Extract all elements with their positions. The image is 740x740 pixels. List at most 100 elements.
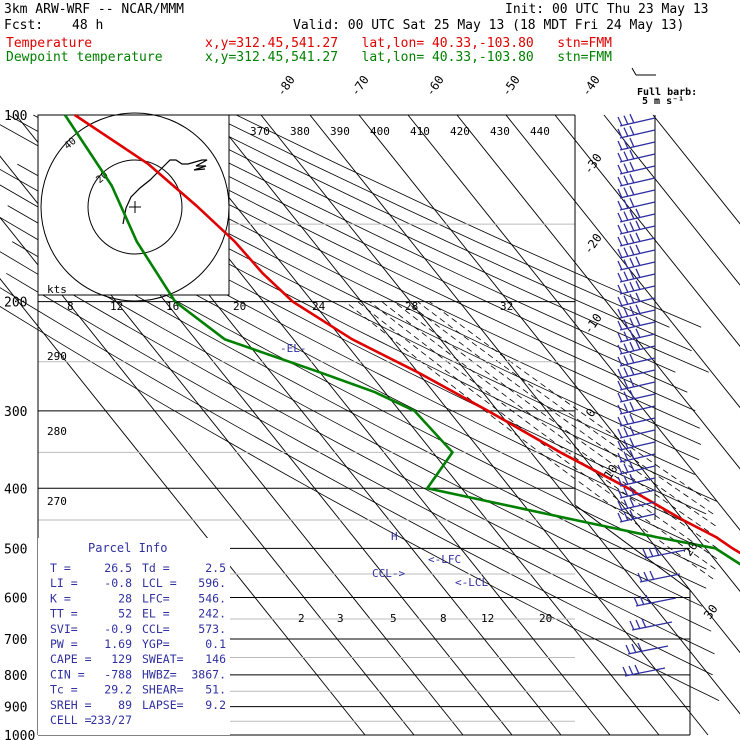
wind-barb-flag — [623, 175, 629, 185]
wind-barb-flag — [629, 125, 635, 136]
wind-barb-flag — [623, 427, 629, 437]
isotherm-label--50: -50 — [499, 73, 523, 99]
isotherm-line — [358, 114, 740, 592]
wind-barb-staff — [619, 453, 656, 463]
wind-barb-flag — [629, 365, 635, 376]
pressure-label-400: 400 — [4, 482, 27, 497]
mixing-ratio-label-20: 20 — [539, 612, 552, 625]
wind-barb-flag — [635, 340, 641, 351]
wind-barb — [617, 328, 656, 343]
isotherm-label-10: 10 — [601, 462, 621, 482]
wind-barb-flag — [623, 499, 629, 509]
wind-barb-flag — [643, 571, 649, 582]
hodograph-units: kts — [47, 283, 67, 296]
wind-barb-flag — [648, 547, 654, 558]
wind-barb — [642, 546, 686, 559]
theta-label-410: 410 — [410, 125, 430, 138]
isotherm-line — [554, 114, 740, 347]
wind-barb — [617, 113, 656, 127]
mixing-ratio-label-2: 2 — [298, 612, 305, 625]
wind-barb-flag — [635, 232, 641, 243]
parcel-value-right: 242. — [198, 607, 226, 621]
isotherm-line — [603, 114, 740, 286]
dewpoint-legend: Dewpoint temperature — [6, 50, 163, 65]
wind-barb-staff — [619, 249, 656, 259]
theta-e-label-12: 12 — [110, 300, 123, 313]
wind-barb-flag — [617, 464, 623, 475]
wind-barb-staff — [619, 309, 656, 319]
wind-barb-flag — [623, 307, 629, 317]
isotherm-line — [407, 114, 740, 531]
wind-barb-staff — [619, 225, 656, 235]
isotherm-line — [0, 216, 415, 736]
wind-barb-staff — [619, 333, 656, 343]
wind-barb-flag — [617, 152, 623, 163]
theta-label-380: 380 — [290, 125, 310, 138]
pressure-label-800: 800 — [4, 669, 27, 684]
wind-barb — [617, 232, 656, 247]
wind-barb-flag — [623, 403, 629, 413]
wind-barb-flag — [635, 220, 641, 231]
dry-adiabat-line — [210, 114, 670, 328]
wind-barbs — [617, 67, 686, 677]
parcel-value-right: 3867. — [191, 667, 226, 681]
parcel-value-right: 546. — [198, 591, 226, 605]
wind-barb-flag — [617, 476, 623, 487]
wind-barb-flag — [623, 319, 629, 329]
wind-barb-flag — [617, 368, 623, 379]
wind-barb-flag — [623, 223, 629, 233]
wind-barb — [617, 137, 656, 151]
wind-barb-flag — [629, 620, 635, 631]
wind-barb-flag — [617, 320, 623, 331]
dry-adiabat-line — [0, 251, 712, 632]
dry-adiabat-line — [0, 306, 720, 701]
wind-barb-flag — [629, 269, 635, 280]
wind-barb-flag — [635, 292, 641, 303]
wind-barb-flag — [629, 113, 635, 124]
pressure-label-600: 600 — [4, 591, 27, 606]
wind-barb-staff — [619, 321, 656, 331]
theta-label-430: 430 — [490, 125, 510, 138]
wind-barb-staff — [619, 513, 656, 523]
wind-barb-flag — [639, 595, 645, 606]
wind-barb-flag — [617, 416, 623, 427]
dry-adiabat-line — [0, 287, 713, 676]
isotherm-line — [456, 114, 740, 470]
level-marker-el: -EL- — [280, 342, 307, 355]
wind-barb — [617, 149, 656, 163]
wind-barb-flag — [629, 221, 635, 232]
parcel-key-right: LFC= — [142, 591, 170, 605]
barb-legend-title: Full barb: — [637, 87, 697, 98]
wind-barb-flag — [617, 308, 623, 319]
level-marker-lcl: <-LCL — [455, 576, 488, 589]
wind-barb-flag — [629, 401, 635, 412]
dry-adiabat-line — [6, 272, 715, 655]
wind-barb-flag — [635, 304, 641, 315]
parcel-key-left: CAPE = — [50, 652, 92, 666]
wind-barb-flag — [629, 161, 635, 172]
wind-barb — [617, 401, 656, 415]
wind-barb-staff — [619, 285, 656, 295]
isotherm-label--60: -60 — [423, 73, 447, 99]
wind-barb — [617, 365, 656, 379]
wind-barb-flag — [642, 548, 648, 559]
wind-barb-flag — [629, 329, 635, 340]
wind-barb-flag — [623, 439, 629, 449]
parcel-key-left: CIN = — [50, 667, 85, 681]
level-marker-h: H — [391, 530, 398, 543]
wind-barb-flag — [623, 283, 629, 293]
wind-barb-flag — [629, 341, 635, 352]
wind-barb-flag — [617, 344, 623, 355]
wind-barb — [617, 449, 656, 463]
parcel-value-right: 9.2 — [205, 698, 226, 712]
wind-barb — [637, 570, 681, 583]
wind-barb-staff — [619, 213, 656, 223]
temperature-legend: Temperature — [6, 36, 93, 51]
wind-barb-flag — [623, 199, 629, 209]
level-marker-lfc: <-LFC — [428, 553, 461, 566]
wind-barb-staff — [619, 357, 656, 367]
wind-barb-flag — [617, 392, 623, 403]
wind-barb-flag — [635, 619, 641, 630]
pressure-label-500: 500 — [4, 542, 27, 557]
pressure-label-200: 200 — [4, 296, 27, 311]
